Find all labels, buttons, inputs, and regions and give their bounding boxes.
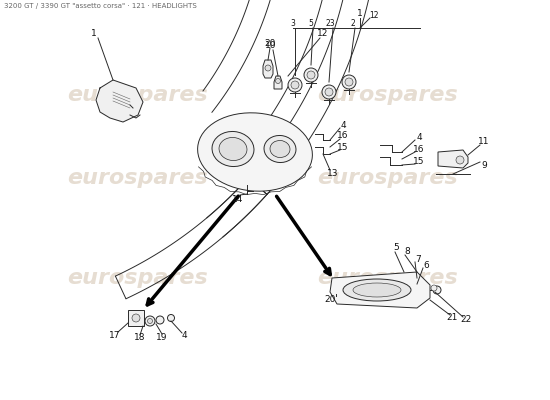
Circle shape (145, 316, 155, 326)
Text: 3: 3 (290, 18, 295, 28)
Polygon shape (438, 150, 468, 168)
FancyBboxPatch shape (128, 310, 144, 326)
Polygon shape (96, 80, 143, 122)
Circle shape (322, 85, 336, 99)
Circle shape (156, 316, 164, 324)
Text: 10: 10 (265, 40, 277, 50)
Circle shape (291, 81, 299, 89)
Circle shape (147, 318, 152, 324)
Ellipse shape (343, 279, 411, 301)
Text: eurospares: eurospares (318, 168, 458, 188)
Polygon shape (274, 76, 282, 89)
Text: 22: 22 (460, 316, 472, 324)
Text: 5: 5 (393, 244, 399, 252)
Circle shape (168, 314, 174, 322)
Circle shape (304, 68, 318, 82)
Circle shape (433, 286, 441, 294)
Circle shape (342, 75, 356, 89)
Text: 20: 20 (324, 296, 336, 304)
Text: 23: 23 (325, 18, 335, 28)
Text: 19: 19 (156, 332, 168, 342)
Text: eurospares: eurospares (68, 85, 208, 105)
Text: 5: 5 (309, 18, 313, 28)
Ellipse shape (212, 132, 254, 166)
Circle shape (265, 65, 271, 71)
Text: 1: 1 (91, 30, 97, 38)
Text: 16: 16 (337, 132, 349, 140)
Text: 15: 15 (337, 142, 349, 152)
Ellipse shape (270, 140, 290, 158)
Text: 13: 13 (327, 170, 339, 178)
Text: eurospares: eurospares (68, 168, 208, 188)
Circle shape (288, 78, 302, 92)
Text: 16: 16 (413, 144, 425, 154)
Text: 4: 4 (340, 120, 346, 130)
Ellipse shape (197, 113, 312, 191)
Ellipse shape (353, 283, 401, 297)
Text: 3200 GT / 3390 GT "assetto corsa" · 121 · HEADLIGHTS: 3200 GT / 3390 GT "assetto corsa" · 121 … (4, 3, 197, 9)
Text: 4: 4 (181, 332, 187, 340)
Circle shape (456, 156, 464, 164)
Text: 20: 20 (265, 38, 276, 48)
Circle shape (307, 71, 315, 79)
Text: 2: 2 (351, 18, 355, 28)
Circle shape (345, 78, 353, 86)
Text: 17: 17 (109, 330, 121, 340)
Text: 7: 7 (415, 254, 421, 264)
Text: eurospares: eurospares (318, 268, 458, 288)
Text: 1: 1 (357, 10, 363, 18)
Text: eurospares: eurospares (68, 268, 208, 288)
Text: 18: 18 (134, 334, 146, 342)
Text: 4: 4 (416, 132, 422, 142)
Text: 9: 9 (481, 160, 487, 170)
Text: 14: 14 (232, 196, 244, 204)
Ellipse shape (264, 136, 296, 162)
Text: 12: 12 (369, 10, 379, 20)
Text: 21: 21 (446, 314, 458, 322)
Text: eurospares: eurospares (318, 85, 458, 105)
Circle shape (325, 88, 333, 96)
Text: 6: 6 (423, 260, 429, 270)
Text: 15: 15 (413, 156, 425, 166)
Circle shape (132, 314, 140, 322)
Text: 8: 8 (404, 248, 410, 256)
Ellipse shape (219, 138, 247, 160)
Polygon shape (330, 272, 430, 308)
Polygon shape (263, 60, 273, 78)
Circle shape (276, 78, 280, 84)
Circle shape (431, 285, 437, 291)
Text: 12: 12 (317, 28, 329, 38)
Text: 11: 11 (478, 138, 490, 146)
